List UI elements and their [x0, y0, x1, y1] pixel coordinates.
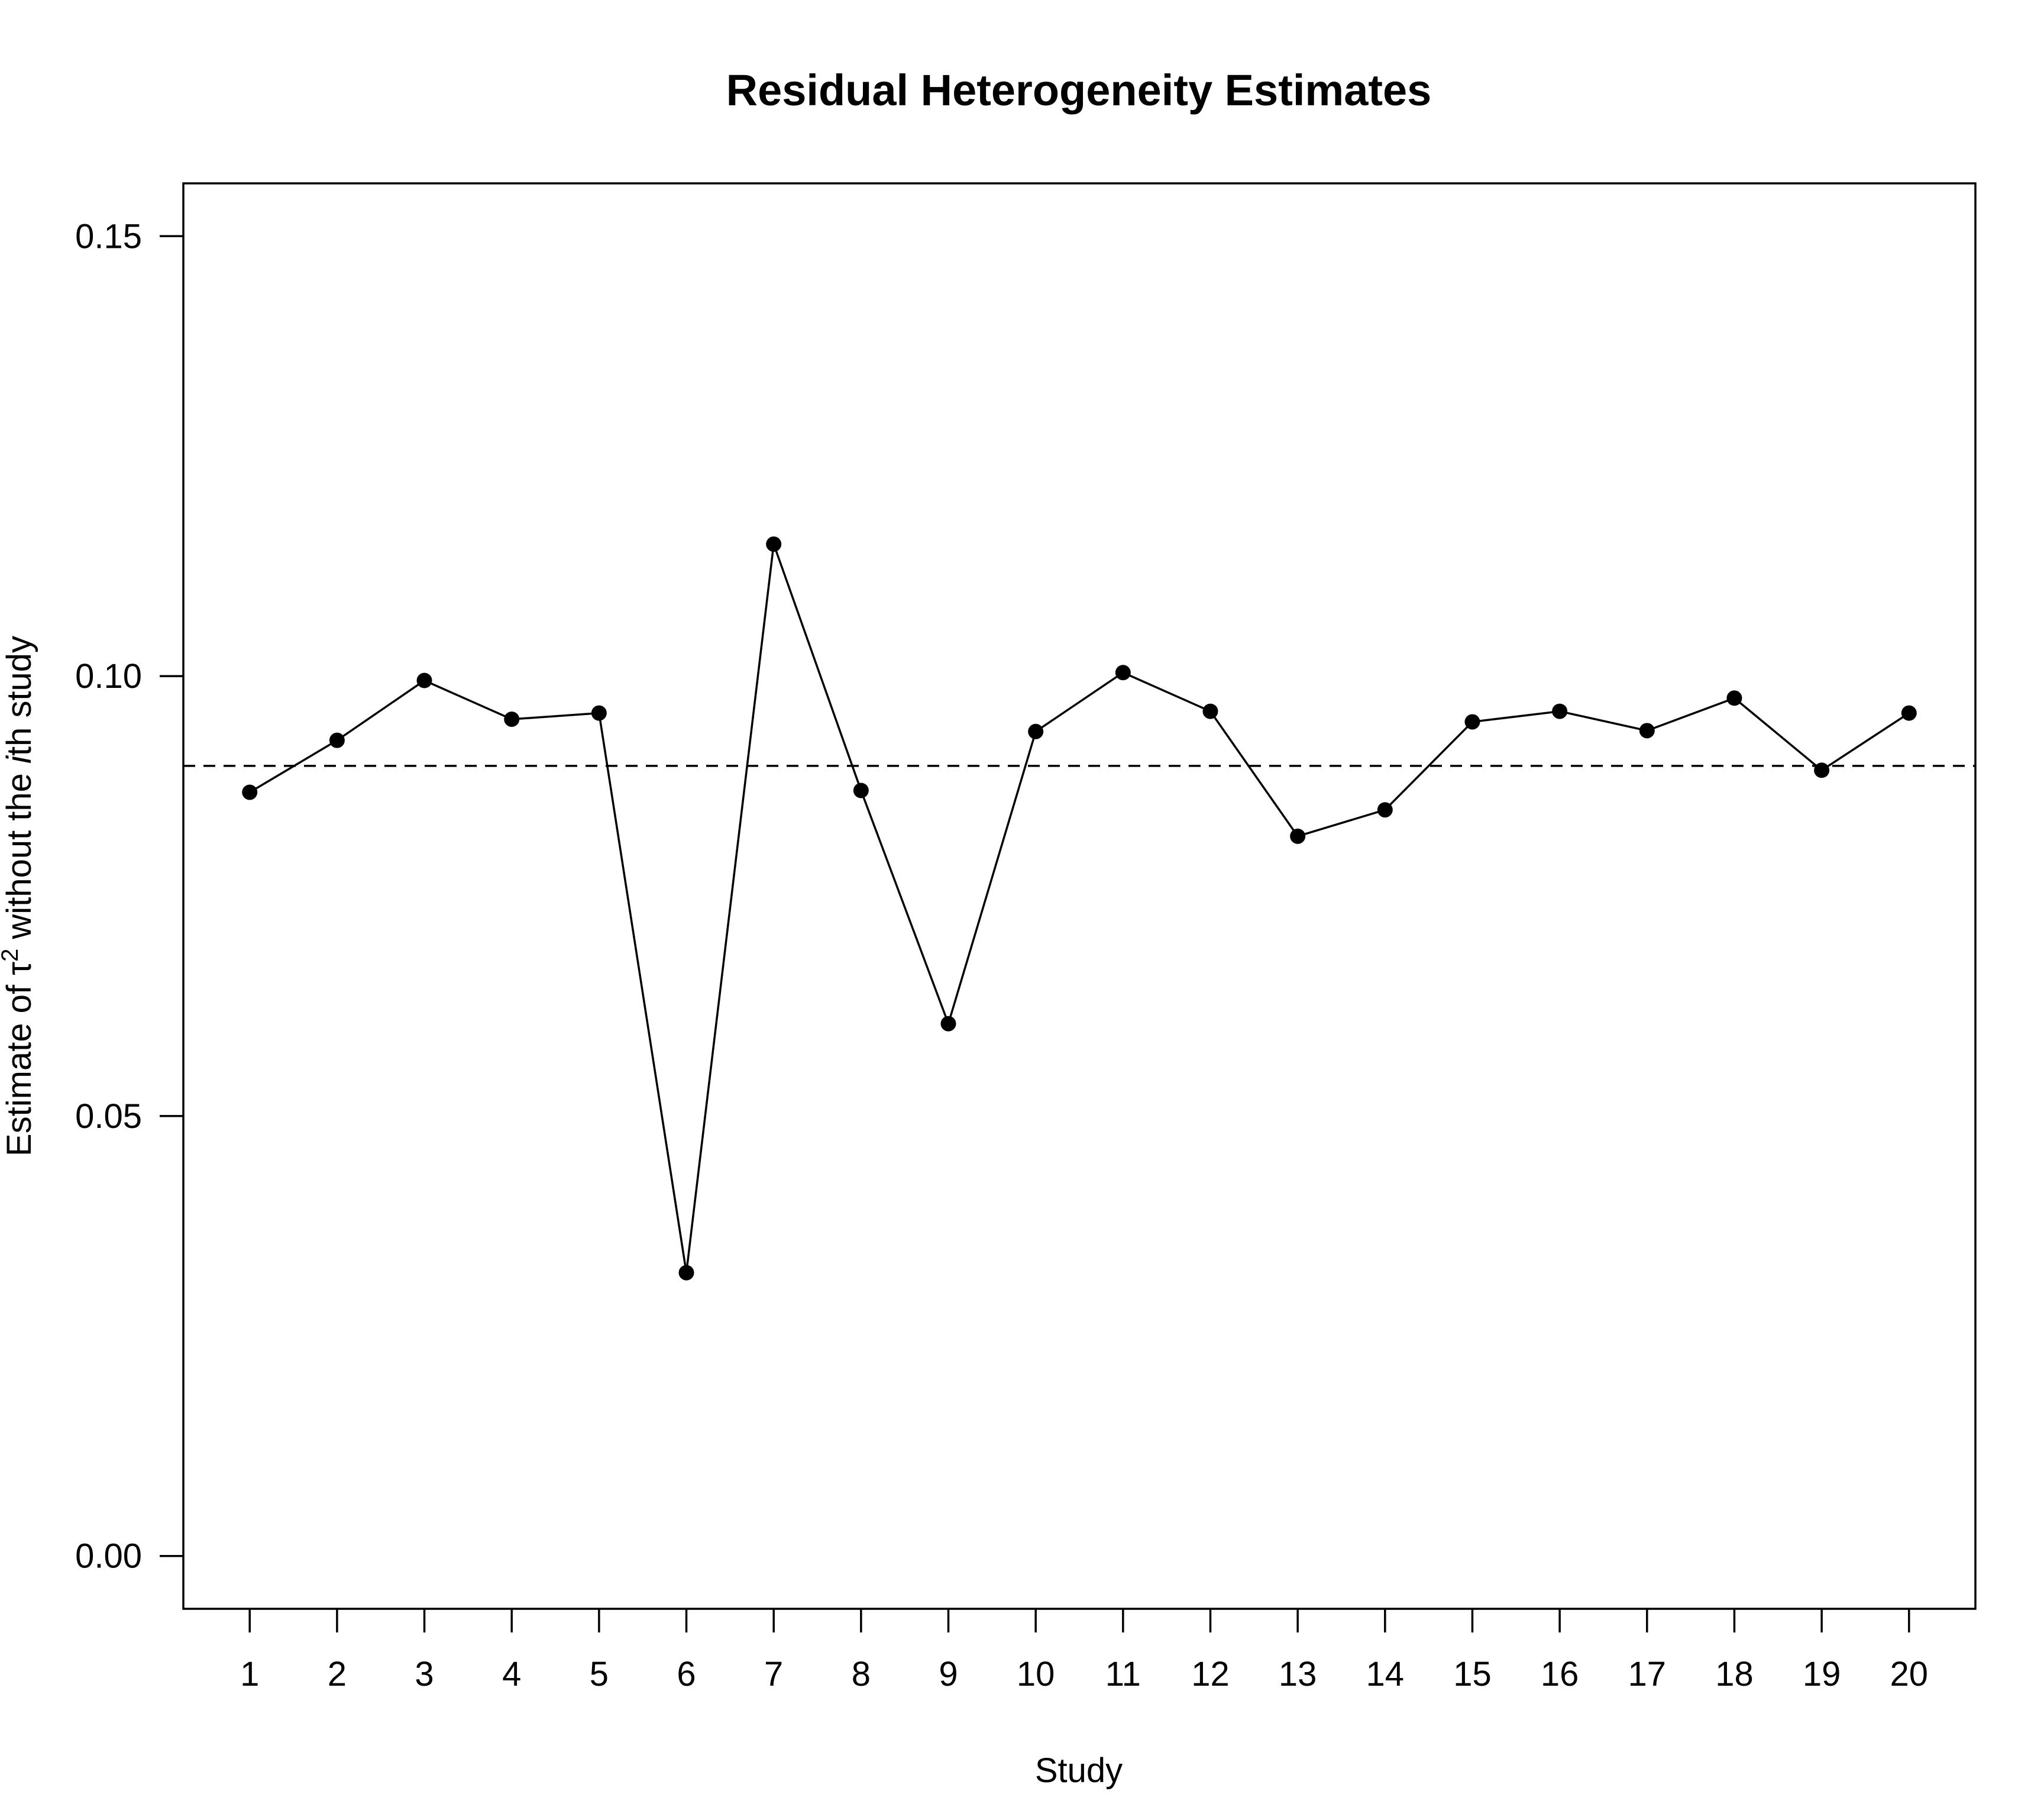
x-tick-label-6: 6: [677, 1655, 696, 1693]
plot-frame: [182, 182, 1977, 1610]
x-tick-label-13: 13: [1279, 1655, 1317, 1693]
data-point-8: [853, 783, 869, 798]
x-tick-label-5: 5: [590, 1655, 609, 1693]
x-tick-label-10: 10: [1017, 1655, 1055, 1693]
x-tick-label-19: 19: [1803, 1655, 1841, 1693]
y-axis-label-middle: without the: [0, 764, 38, 949]
data-point-4: [504, 711, 520, 727]
data-point-12: [1202, 703, 1218, 719]
data-point-20: [1901, 705, 1917, 721]
x-tick-label-17: 17: [1628, 1655, 1667, 1693]
data-point-14: [1377, 802, 1393, 818]
y-tick-label-2: 0.10: [75, 657, 142, 696]
y-axis: 0.00 0.05 0.10 0.15: [75, 217, 183, 1576]
y-axis-label-prefix: Estimate of τ: [0, 962, 38, 1156]
y-axis-label: Estimate of τ2 without the ith study: [0, 636, 38, 1156]
x-tick-label-14: 14: [1366, 1655, 1405, 1693]
y-tick-label-3: 0.15: [75, 217, 142, 256]
data-point-19: [1814, 762, 1830, 778]
data-point-10: [1028, 723, 1044, 739]
data-point-6: [678, 1265, 694, 1281]
x-tick-label-11: 11: [1105, 1655, 1141, 1693]
y-tick-label-0: 0.00: [75, 1537, 142, 1576]
y-axis-label-suffix: th study: [0, 636, 38, 756]
x-tick-label-3: 3: [415, 1655, 434, 1693]
data-point-9: [940, 1016, 956, 1032]
chart-title: Residual Heterogeneity Estimates: [726, 66, 1432, 115]
data-point-13: [1290, 828, 1306, 844]
x-tick-label-12: 12: [1191, 1655, 1230, 1693]
data-point-15: [1464, 714, 1480, 730]
x-tick-label-2: 2: [328, 1655, 347, 1693]
data-point-2: [329, 732, 345, 748]
data-point-18: [1726, 690, 1742, 706]
y-tick-label-1: 0.05: [75, 1097, 142, 1136]
x-tick-label-8: 8: [852, 1655, 871, 1693]
data-point-1: [242, 784, 258, 800]
x-tick-label-20: 20: [1890, 1655, 1929, 1693]
y-axis-label-superscript: 2: [0, 949, 23, 962]
x-tick-label-15: 15: [1453, 1655, 1492, 1693]
series-layer: [249, 544, 1910, 1273]
x-axis: 1 2 3 4 5 6 7 8 9 10 11 12 13 14 15 16 17 18 19 20: [240, 1609, 1928, 1693]
data-point-17: [1639, 723, 1655, 739]
x-tick-label-16: 16: [1541, 1655, 1579, 1693]
x-axis-label: Study: [1035, 1751, 1123, 1790]
data-point-11: [1115, 665, 1131, 681]
data-point-3: [416, 673, 432, 688]
data-point-16: [1552, 703, 1568, 719]
x-tick-label-7: 7: [764, 1655, 783, 1693]
x-tick-label-18: 18: [1715, 1655, 1754, 1693]
data-point-5: [591, 705, 607, 721]
x-tick-label-4: 4: [502, 1655, 521, 1693]
y-axis-label-italic: i: [0, 755, 38, 764]
points-layer: [242, 536, 1917, 1281]
x-tick-label-9: 9: [939, 1655, 958, 1693]
data-point-7: [766, 536, 782, 552]
series-line: [249, 544, 1910, 1273]
x-tick-label-1: 1: [240, 1655, 259, 1693]
